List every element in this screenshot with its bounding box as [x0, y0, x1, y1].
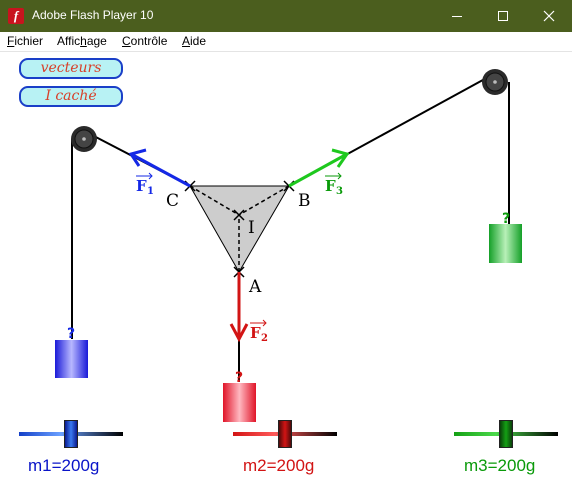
- window-title: Adobe Flash Player 10: [32, 8, 154, 22]
- force-vector-f1: [128, 148, 191, 188]
- point-c-label: C: [166, 191, 179, 211]
- mass-slider-m3[interactable]: [454, 420, 558, 448]
- force-label-f1: F 1: [136, 172, 154, 197]
- point-b-label: B: [298, 191, 311, 211]
- close-icon: [543, 10, 555, 22]
- force-diagram: C B A I F 1 F 3: [55, 69, 522, 422]
- mass-label-m1: m1=200g: [28, 456, 100, 475]
- slider-thumb[interactable]: [64, 420, 78, 448]
- point-i-label: I: [248, 218, 255, 238]
- center-lines: [189, 185, 290, 272]
- menu-bar: Fichier Affichage Contrôle Aide: [0, 32, 572, 52]
- mass-label-m3: m3=200g: [464, 456, 536, 475]
- title-bar: f Adobe Flash Player 10: [0, 0, 572, 32]
- pulley-right: [482, 69, 508, 95]
- weight-m3[interactable]: ?: [489, 211, 522, 263]
- maximize-icon: [498, 11, 508, 21]
- svg-text:?: ?: [67, 326, 75, 342]
- svg-text:?: ?: [502, 211, 510, 227]
- force-label-f3: F 3: [325, 172, 343, 197]
- mass-slider-m1[interactable]: [19, 420, 123, 448]
- close-button[interactable]: [526, 0, 572, 32]
- menu-fichier[interactable]: Fichier: [7, 34, 44, 48]
- weight-m1[interactable]: ?: [55, 326, 88, 378]
- force-vector-f2: [229, 272, 249, 343]
- force-label-f2: F 2: [250, 319, 268, 344]
- menu-controle[interactable]: Contrôle: [122, 34, 168, 48]
- menu-aide[interactable]: Aide: [182, 34, 207, 48]
- svg-text:F: F: [325, 177, 336, 195]
- flash-player-icon: f: [8, 8, 24, 24]
- vectors-toggle-button[interactable]: vecteurs: [19, 58, 123, 79]
- minimize-icon: [452, 16, 462, 17]
- svg-text:F: F: [136, 177, 147, 195]
- menu-affichage[interactable]: Affichage: [57, 34, 107, 48]
- svg-text:1: 1: [147, 186, 154, 197]
- minimize-button[interactable]: [434, 0, 480, 32]
- mass-slider-m2[interactable]: [233, 420, 337, 448]
- pulley-left: [71, 126, 97, 152]
- slider-thumb[interactable]: [278, 420, 292, 448]
- svg-text:3: 3: [336, 186, 343, 197]
- weight-m2[interactable]: ?: [223, 370, 256, 422]
- mass-label-m2: m2=200g: [243, 456, 315, 475]
- force-vector-f3: [288, 148, 350, 188]
- point-a-label: A: [248, 277, 262, 297]
- hidden-point-toggle-button[interactable]: I caché: [19, 86, 123, 107]
- slider-thumb[interactable]: [499, 420, 513, 448]
- maximize-button[interactable]: [480, 0, 526, 32]
- svg-text:F: F: [250, 324, 261, 342]
- svg-text:?: ?: [235, 370, 243, 386]
- flash-stage: vecteurs I caché: [0, 52, 572, 479]
- svg-text:2: 2: [261, 333, 268, 344]
